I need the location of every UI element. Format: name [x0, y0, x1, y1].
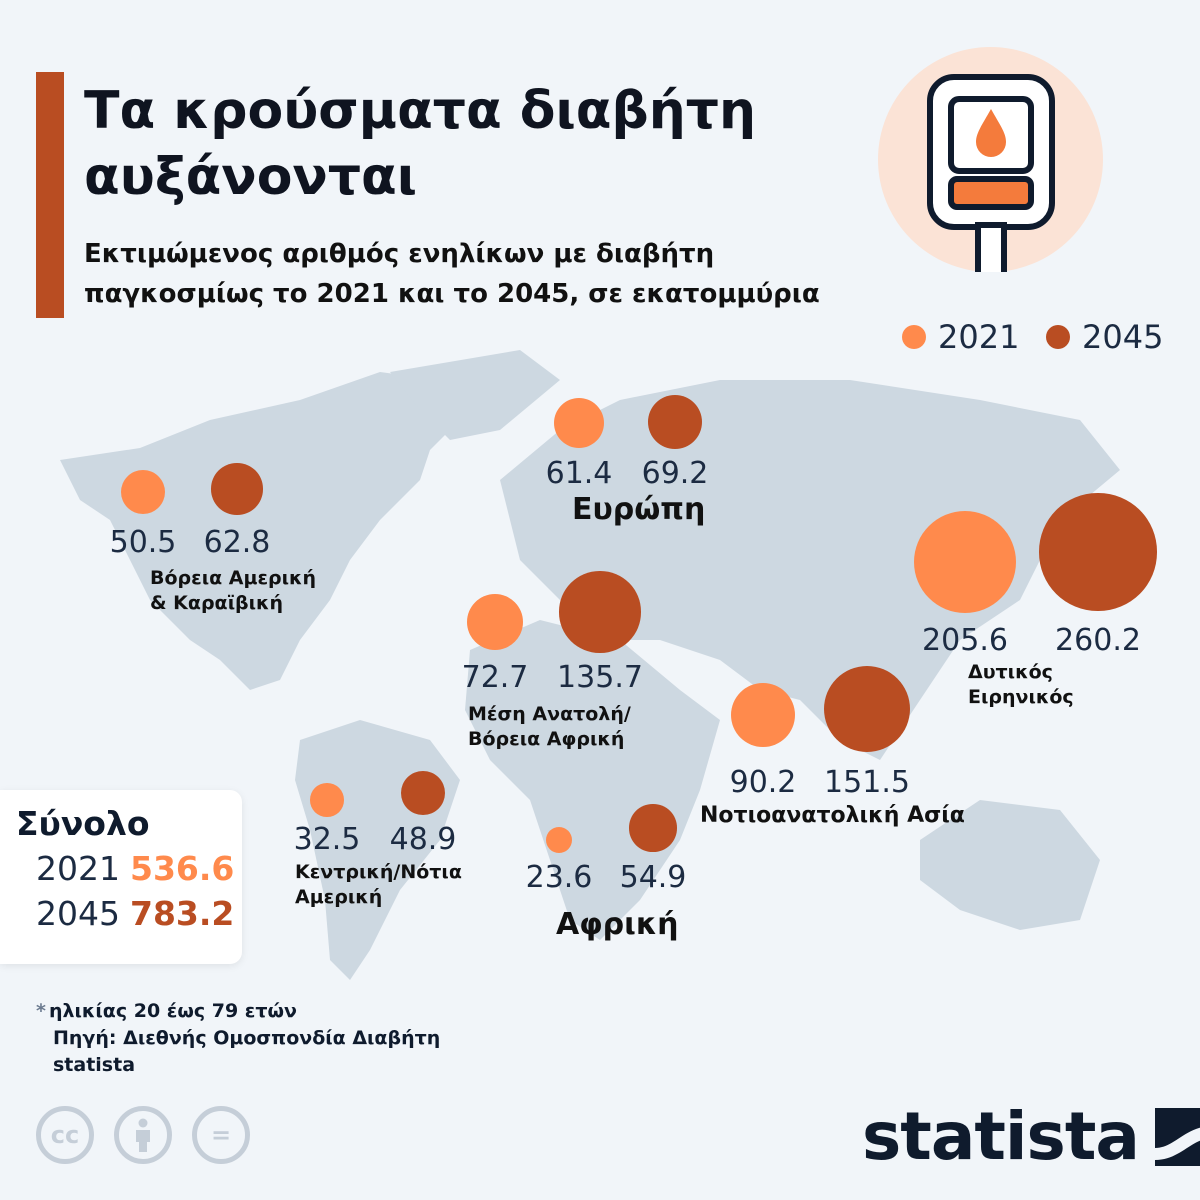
value-label: 32.5 — [293, 822, 361, 857]
value-label: 151.5 — [824, 765, 910, 800]
bubble-2021 — [913, 510, 1017, 614]
legend-dot-icon — [902, 325, 926, 349]
legend-dot-icon — [1046, 325, 1070, 349]
bubble-2045 — [647, 394, 703, 450]
bubble-2045 — [401, 771, 445, 815]
bubble-2045 — [629, 804, 677, 852]
attribution-icon[interactable] — [114, 1106, 172, 1164]
brand-note: statista — [53, 1054, 136, 1076]
bubble-2021 — [120, 469, 166, 515]
license-icons: cc = — [36, 1106, 250, 1164]
chart-title: Τα κρούσματα διαβήτη αυξάνονται — [84, 81, 756, 207]
value-label: 50.5 — [109, 525, 177, 560]
total-box: Σύνολο 2021 536.6 2045 783.2 — [0, 790, 242, 964]
value-label: 135.7 — [557, 660, 643, 695]
eurasia-shape — [500, 380, 1120, 760]
statista-logo-icon — [1154, 1107, 1200, 1166]
value-label: 72.7 — [461, 660, 529, 695]
legend-label: 2045 — [1082, 318, 1164, 356]
region-label: Κεντρική/Νότια Αμερική — [295, 861, 462, 908]
total-row-2045: 2045 783.2 — [16, 894, 242, 933]
value-label: 23.6 — [525, 860, 593, 895]
region-label: Δυτικός Ειρηνικός — [968, 661, 1074, 708]
source-note: Πηγή: Διεθνής Ομοσπονδία Διαβήτη — [53, 1027, 441, 1049]
legend-label: 2021 — [938, 318, 1020, 356]
asterisk: * — [36, 1000, 46, 1022]
region-label: Μέση Ανατολή/ Βόρεια Αφρική — [468, 703, 631, 750]
legend-2045: 2045 — [1046, 318, 1163, 356]
cc-icon[interactable]: cc — [36, 1106, 94, 1164]
footnotes: * ηλικίας 20 έως 79 ετών Πηγή: Διεθνής Ομ… — [36, 998, 440, 1079]
total-value: 783.2 — [129, 894, 235, 933]
region-label: Αφρική — [556, 907, 679, 942]
total-year: 2045 — [36, 894, 120, 933]
bubble-2021 — [310, 783, 344, 817]
value-label: 62.8 — [203, 525, 271, 560]
glucose-meter-icon — [878, 47, 1103, 278]
value-label: 54.9 — [619, 860, 687, 895]
bubble-2045 — [823, 665, 911, 753]
total-value: 536.6 — [129, 849, 235, 888]
legend-2021: 2021 — [902, 318, 1019, 356]
region-label: Ευρώπη — [572, 492, 706, 527]
bubble-2021 — [553, 397, 605, 449]
value-label: 48.9 — [389, 822, 457, 857]
value-label: 61.4 — [545, 456, 613, 491]
age-note: ηλικίας 20 έως 79 ετών — [48, 1000, 297, 1022]
total-label: Σύνολο — [16, 804, 150, 843]
title-accent-bar — [36, 72, 64, 318]
north-america-shape — [60, 372, 470, 690]
bubble-2021 — [545, 826, 573, 854]
chart-subtitle: Εκτιμώμενος αριθμός ενηλίκων με διαβήτη … — [84, 239, 820, 309]
value-label: 260.2 — [1055, 623, 1141, 658]
bubble-2045 — [1039, 493, 1157, 611]
region-label: Νοτιοανατολική Ασία — [700, 803, 965, 828]
no-derivatives-icon[interactable]: = — [192, 1106, 250, 1164]
value-label: 69.2 — [641, 456, 709, 491]
total-row-2021: 2021 536.6 — [16, 849, 242, 888]
greenland-shape — [390, 350, 560, 440]
logo-text: statista — [862, 1098, 1140, 1175]
region-label: Βόρεια Αμερική & Καραϊβική — [150, 567, 317, 614]
bubble-2021 — [731, 683, 795, 747]
value-label: 90.2 — [729, 765, 797, 800]
bubble-2021 — [466, 593, 524, 651]
bubble-2045 — [559, 571, 641, 653]
africa-shape — [465, 620, 720, 940]
value-label: 205.6 — [922, 623, 1008, 658]
australia-shape — [920, 800, 1100, 930]
statista-logo[interactable]: statista — [862, 1098, 1200, 1175]
total-year: 2021 — [36, 849, 120, 888]
bubble-2045 — [211, 463, 263, 515]
